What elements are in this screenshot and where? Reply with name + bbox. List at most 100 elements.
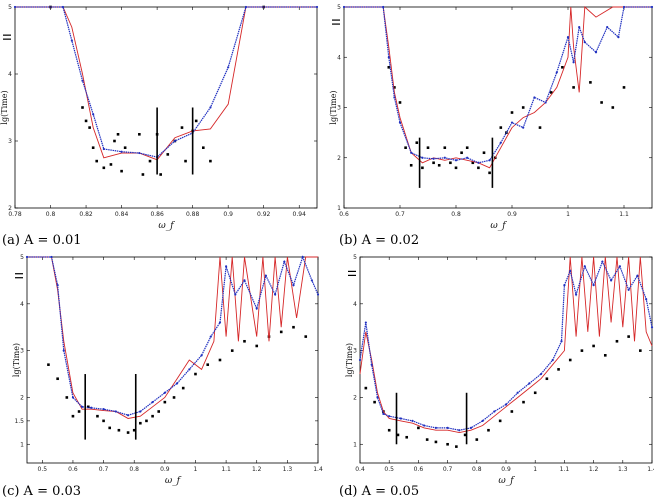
- scatter-point: [434, 440, 438, 444]
- series-point-blue: [528, 382, 531, 385]
- series-point-blue: [563, 283, 566, 287]
- scatter-point: [180, 126, 184, 129]
- scatter-point: [443, 146, 447, 149]
- scatter-point: [396, 433, 400, 437]
- series-point-blue: [594, 51, 598, 54]
- series-point-blue: [555, 71, 558, 74]
- x-tick-label: 0.8: [451, 211, 461, 218]
- y-tick-label: 5: [353, 254, 357, 261]
- scatter-point: [404, 146, 407, 149]
- series-point-blue: [410, 151, 413, 154]
- series-point-blue: [243, 279, 246, 282]
- scatter-point: [209, 159, 212, 163]
- x-tick-label: 0.9: [507, 211, 517, 218]
- plot-frame: [14, 6, 318, 209]
- scatter-point: [102, 419, 105, 423]
- series-point-blue: [50, 255, 53, 259]
- scatter-point: [580, 349, 584, 352]
- series-point-blue: [622, 5, 626, 9]
- series-point-blue: [56, 283, 59, 287]
- x-tick-label: 0.6: [68, 466, 78, 473]
- scatter-point: [417, 426, 420, 430]
- series-point-blue: [516, 391, 519, 394]
- scatter-point: [95, 159, 99, 163]
- y-axis-label: lg(Time): [12, 343, 21, 377]
- x-tick-label: 0.9: [223, 211, 233, 218]
- series-point-blue: [592, 283, 595, 287]
- scatter-point: [218, 358, 222, 362]
- series-point-blue: [102, 147, 105, 151]
- scatter-point: [455, 445, 458, 448]
- x-tick-label: 0.7: [395, 211, 405, 218]
- series-point-blue: [477, 161, 480, 164]
- series-point-blue: [399, 417, 402, 420]
- x-tick-label: 1.2: [252, 466, 262, 473]
- scatter-point: [123, 146, 127, 149]
- panel-3: 0.4 0.5 0.6 0.7 0.8 0.9 1 1.1 1.2 1.3 1.4 1 2 3 4 5 ω_f l…: [339, 254, 654, 499]
- plot-frame: [343, 6, 653, 209]
- scatter-point: [477, 166, 480, 170]
- series-point-blue: [610, 279, 613, 282]
- series-point-blue: [81, 405, 84, 408]
- x-tick-label: 1: [566, 211, 570, 218]
- scatter-point: [449, 161, 452, 165]
- series-point-blue: [572, 61, 575, 64]
- series-point-blue: [301, 255, 304, 259]
- scatter-point: [47, 363, 50, 366]
- scatter-point: [387, 428, 391, 432]
- x-axis-label: ω_f: [498, 476, 515, 486]
- series-point-blue: [71, 396, 75, 399]
- scatter-point: [163, 400, 167, 404]
- scatter-point: [91, 146, 95, 149]
- scatter-point: [279, 330, 283, 334]
- series-point-blue: [126, 414, 130, 417]
- scatter-point: [437, 163, 441, 167]
- series-point-blue: [606, 26, 609, 29]
- plot-frame: [26, 256, 319, 464]
- scatter-point: [120, 169, 123, 173]
- scatter-point: [522, 400, 525, 404]
- scatter-point: [71, 414, 75, 418]
- series-point-blue: [583, 41, 586, 44]
- scatter-point: [88, 126, 91, 129]
- series-line-blue: [15, 6, 317, 158]
- series-point-blue: [388, 415, 391, 418]
- scatter-point: [603, 354, 607, 357]
- series-point-blue: [636, 274, 639, 277]
- y-tick-label: 4: [337, 54, 341, 61]
- y-tick-label: 4: [353, 301, 357, 308]
- y-tick-label: 4: [20, 301, 24, 308]
- x-tick-label: 1: [194, 466, 198, 473]
- scatter-point: [475, 438, 479, 441]
- scatter-point: [102, 166, 106, 170]
- scatter-point: [77, 410, 81, 413]
- series-point-blue: [225, 265, 228, 268]
- scatter-point: [533, 391, 537, 395]
- scatter-point: [145, 419, 148, 423]
- scatter-point: [157, 410, 161, 413]
- series-point-blue: [544, 101, 547, 104]
- series-point-blue: [650, 5, 654, 9]
- scatter-point: [132, 428, 136, 432]
- series-point-blue: [443, 156, 446, 159]
- scatter-point: [202, 146, 205, 149]
- series-point-blue: [209, 335, 212, 338]
- series-point-blue: [25, 255, 29, 259]
- scatter-point: [81, 106, 84, 109]
- scatter-point: [463, 433, 467, 437]
- scatter-point: [206, 363, 210, 366]
- x-tick-label: 0.8: [472, 466, 482, 473]
- scatter-point: [393, 86, 396, 89]
- x-tick-label: 0.82: [79, 211, 93, 218]
- series-point-blue: [209, 106, 212, 109]
- series-point-blue: [138, 151, 141, 155]
- series-point-blue: [398, 121, 402, 124]
- series-line-red: [15, 6, 317, 161]
- series-point-blue: [370, 363, 373, 366]
- x-tick-label: 0.78: [8, 211, 22, 218]
- series-line-red: [344, 6, 652, 169]
- series-point-blue: [578, 26, 581, 29]
- scatter-point: [398, 101, 402, 104]
- scatter-point: [545, 377, 549, 381]
- series-point-blue: [163, 391, 166, 394]
